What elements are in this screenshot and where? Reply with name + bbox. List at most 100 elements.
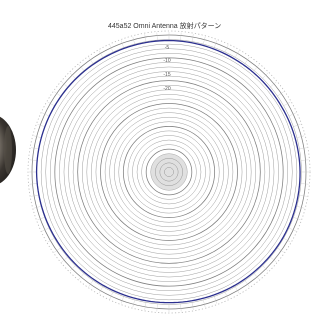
product-photo [0,116,16,184]
grid-ring [118,121,220,223]
radial-tick-label: -20 [163,86,170,92]
grid-spoke [234,50,240,58]
grid-spoke [292,216,301,221]
grid-spoke [288,112,296,117]
grid-spoke [42,112,50,117]
grid-spoke [253,273,260,280]
grid-spoke [61,81,68,88]
grid-spoke [213,40,218,49]
grid-ring [68,71,270,273]
grid-spoke [47,101,55,107]
grid-spoke [277,247,284,253]
radial-tick-label: -15 [163,72,170,78]
grid-spoke [78,273,85,280]
series-line [35,39,301,304]
grid-spoke [88,280,94,287]
grid-spoke [234,286,240,294]
grid-spoke [47,237,55,243]
grid-spoke [98,50,104,58]
core-shade [151,154,187,190]
grid-spoke [31,194,40,197]
grid-ring [77,80,261,264]
grid-ring [54,57,284,287]
outer-boundary [27,30,311,314]
grid-ring [150,153,188,191]
grid-spoke [292,123,301,128]
grid-ring [132,135,206,209]
grid-spoke [61,256,68,263]
grid-ring [159,162,179,182]
grid-spoke [109,45,114,53]
grid-ring [50,53,288,291]
grid-spoke [262,265,269,272]
grid-ring [59,62,279,282]
grid-ring [122,125,216,219]
series-layer [35,39,301,304]
grid-spoke [69,265,76,272]
grid-spoke [298,147,307,150]
grid-ring [95,98,243,246]
grid-ring [136,139,202,205]
grid-spoke [296,135,305,139]
grid-spoke [42,227,50,232]
grid-spoke [202,299,206,308]
grid-ring [145,148,193,196]
grid-ring [45,48,293,296]
grid-spoke [144,301,147,310]
grid-ring [72,75,266,269]
grid-ring [40,43,298,301]
grid-spoke [270,256,277,263]
grid-spoke [69,72,76,79]
grid-ring [104,107,234,237]
grid-ring [82,85,256,259]
grid-ring [100,103,238,241]
grid-spoke [244,280,250,287]
grid-spoke [132,36,136,45]
polar-grid [27,30,311,314]
grid-spoke [244,57,250,64]
grid-spoke [78,64,85,71]
grid-ring [63,66,275,278]
grid-ring [127,130,211,214]
grid-spoke [156,32,158,41]
grid-spoke [300,159,309,161]
grid-spoke [109,291,114,299]
grid-ring [86,89,252,255]
grid-spoke [224,291,229,299]
grid-spoke [283,237,291,243]
radial-tick-label: -10 [163,58,170,64]
grid-spoke [33,205,42,209]
grid-spoke [270,81,277,88]
grid-spoke [120,295,125,304]
grid-spoke [213,295,218,304]
grid-spoke [262,72,269,79]
grid-spoke [202,36,206,45]
grid-spoke [31,147,40,150]
grid-spoke [54,247,61,253]
grid-spoke [54,91,61,97]
grid-ring [164,167,174,177]
grid-spoke [191,301,194,310]
grid-spoke [98,286,104,294]
grid-spoke [288,227,296,232]
grid-spoke [132,299,136,308]
grid-ring [109,112,229,232]
grid-spoke [29,159,38,161]
grid-ring [113,116,225,228]
grid-spoke [300,183,309,185]
grid-spoke [180,32,182,41]
grid-ring [91,94,247,250]
grid-spoke [156,303,158,312]
grid-spoke [191,34,194,43]
grid-spoke [296,205,305,209]
grid-spoke [29,183,38,185]
grid-ring [141,144,197,200]
grid-spoke [283,101,291,107]
grid-spoke [37,216,46,221]
grid-spoke [180,303,182,312]
grid-spoke [298,194,307,197]
grid-spoke [277,91,284,97]
chart-title: 445a52 Omni Antenna 放射パターン [108,23,222,30]
